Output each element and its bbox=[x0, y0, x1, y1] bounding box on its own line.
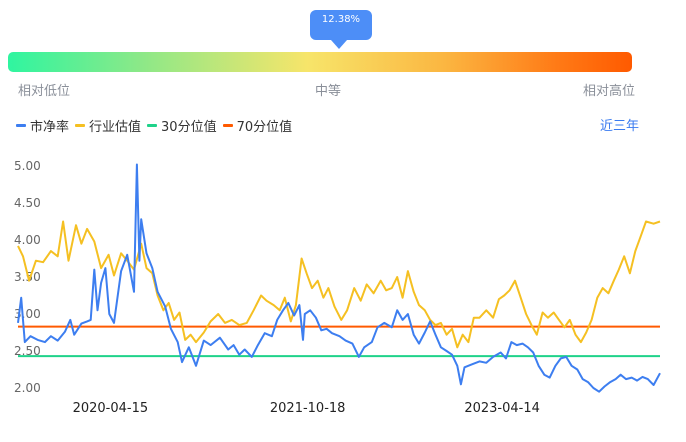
y-tick-label: 4.00 bbox=[14, 233, 41, 247]
percentile-marker-bubble: 12.38% bbox=[310, 10, 372, 40]
legend-label-p30: 30分位值 bbox=[161, 119, 217, 135]
chart-legend: 市净率 行业估值 30分位值 70分位值 bbox=[16, 116, 298, 135]
legend-label-industry: 行业估值 bbox=[89, 119, 142, 135]
x-tick-label: 2023-04-14 bbox=[464, 401, 540, 416]
legend-swatch-industry bbox=[75, 123, 86, 127]
time-range-selector[interactable]: 近三年 bbox=[600, 119, 640, 134]
x-tick-label: 2020-04-15 bbox=[73, 401, 149, 416]
scale-high-label: 相对高位 bbox=[583, 84, 636, 99]
y-tick-label: 5.00 bbox=[14, 159, 41, 173]
legend-swatch-p70 bbox=[222, 123, 233, 127]
series-line-industry bbox=[17, 220, 661, 349]
scale-low-label: 相对低位 bbox=[18, 84, 71, 99]
y-tick-label: 4.50 bbox=[14, 196, 41, 210]
x-tick-label: 2021-10-18 bbox=[270, 401, 346, 416]
y-tick-label: 2.50 bbox=[14, 344, 41, 358]
percentile-marker-label: 12.38% bbox=[321, 14, 361, 25]
valuation-gradient-bar bbox=[8, 52, 632, 72]
scale-mid-label: 中等 bbox=[315, 84, 342, 99]
legend-item-p70[interactable]: 70分位值 bbox=[222, 116, 293, 135]
legend-item-pb[interactable]: 市净率 bbox=[16, 116, 69, 135]
legend-label-pb: 市净率 bbox=[30, 119, 70, 135]
legend-swatch-p30 bbox=[147, 123, 158, 127]
legend-label-p70: 70分位值 bbox=[236, 119, 293, 135]
series-line-pb bbox=[17, 163, 661, 393]
y-tick-label: 2.00 bbox=[14, 381, 41, 395]
y-tick-label: 3.00 bbox=[14, 307, 41, 321]
legend-item-industry[interactable]: 行业估值 bbox=[75, 116, 141, 135]
legend-swatch-pb bbox=[16, 123, 26, 127]
legend-item-p30[interactable]: 30分位值 bbox=[147, 116, 217, 135]
percentile-marker-pointer bbox=[331, 40, 347, 49]
